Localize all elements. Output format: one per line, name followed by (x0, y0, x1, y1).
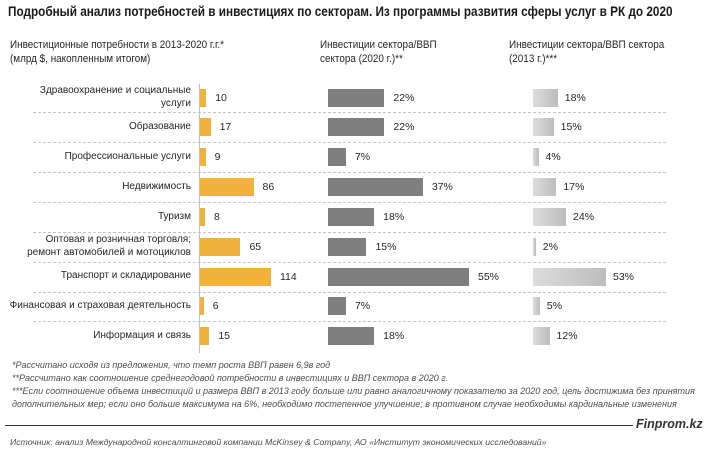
column-header-line: Инвестиции сектора/ВВП сектора (509, 39, 665, 51)
source-note: Источник: анализ Международной консалтин… (10, 437, 547, 447)
category-label: Профессиональные услуги (64, 150, 191, 162)
column-header-line: сектора (2020 г.)** (320, 52, 403, 65)
data-label-series-2: 55% (478, 270, 500, 283)
category-label: Здравоохранение и социальные услуги (39, 85, 191, 109)
bar-series-1 (200, 178, 254, 197)
data-label-series-3: 12% (556, 330, 578, 343)
row-separator (33, 262, 666, 263)
bar-series-1 (200, 88, 207, 107)
bar-series-1 (200, 297, 204, 316)
data-label-series-3: 24% (573, 210, 595, 223)
category-label: Информация и связь (93, 330, 191, 342)
bar-series-3 (533, 267, 606, 286)
bar-series-2 (328, 237, 367, 256)
row-separator (33, 232, 666, 233)
data-label-series-1: 17 (219, 121, 232, 134)
bar-series-3 (533, 327, 550, 346)
row-separator (33, 321, 666, 322)
row-separator (33, 112, 666, 113)
bar-series-1 (200, 237, 241, 256)
footnote: *Рассчитано исходя из предложения, что т… (12, 360, 331, 370)
data-label-series-2: 18% (383, 210, 405, 223)
row-separator (33, 172, 666, 173)
row-separator (33, 292, 666, 293)
data-label-series-1: 9 (214, 151, 221, 164)
data-label-series-1: 15 (218, 330, 231, 343)
bar-series-3 (533, 118, 554, 137)
bar-series-1 (200, 327, 210, 346)
bar-series-3 (533, 297, 540, 316)
column-header-line: (2013 г.)*** (509, 52, 558, 65)
column-header-investment-needs: Инвестиционные потребности в 2013-2020 г… (10, 39, 224, 66)
bar-series-2 (328, 178, 423, 197)
data-label-series-3: 18% (564, 91, 586, 104)
brand-logo: Finprom.kz (636, 417, 703, 431)
category-label: Финансовая и страховая деятельность (9, 300, 191, 312)
footnote: дополнительных мер; если оно больше макс… (12, 399, 677, 409)
bar-series-1 (200, 207, 205, 226)
column-header-investment-gdp-2013: Инвестиции сектора/ВВП сектора (2013 г.)… (509, 39, 664, 66)
bar-series-2 (328, 148, 346, 167)
data-label-series-1: 114 (280, 270, 297, 283)
data-label-series-1: 10 (215, 91, 227, 104)
category-label: Туризм (157, 210, 191, 222)
bar-series-3 (533, 148, 539, 167)
bar-series-1 (200, 148, 206, 167)
column-header-investment-gdp-2020: Инвестиции сектора/ВВП сектора (2020 г.)… (320, 39, 437, 66)
footer-divider (5, 425, 633, 426)
bar-series-2 (328, 267, 469, 286)
data-label-series-3: 15% (560, 121, 582, 134)
bar-series-2 (328, 297, 346, 316)
row-separator (33, 202, 666, 203)
bar-series-2 (328, 118, 385, 137)
data-label-series-3: 4% (545, 151, 561, 164)
bar-series-1 (200, 118, 211, 137)
data-label-series-3: 17% (563, 181, 585, 194)
data-label-series-1: 65 (249, 240, 262, 253)
category-label: Оптовая и розничная торговля; ремонт авт… (27, 234, 191, 258)
data-label-series-2: 7% (354, 151, 371, 164)
footnotes: *Рассчитано исходя из предложения, что т… (12, 359, 695, 411)
bar-series-3 (533, 207, 567, 226)
bar-series-3 (533, 88, 558, 107)
bar-series-2 (328, 327, 375, 346)
data-label-series-2: 15% (375, 240, 397, 253)
data-label-series-2: 18% (383, 330, 405, 343)
data-label-series-3: 2% (542, 240, 558, 253)
category-label: Недвижимость (122, 180, 191, 192)
data-label-series-1: 86 (262, 181, 275, 194)
bar-series-2 (328, 88, 385, 107)
footnote: **Рассчитано как соотношение среднегодов… (12, 373, 449, 383)
category-label: Транспорт и складирование (60, 270, 191, 282)
data-label-series-1: 6 (212, 300, 219, 313)
data-label-series-2: 22% (393, 91, 415, 104)
bar-series-1 (200, 267, 271, 286)
footnote: ***Если соотношение объема инвестиций и … (12, 386, 695, 396)
data-label-series-2: 7% (354, 300, 371, 313)
bar-series-3 (533, 237, 536, 256)
data-label-series-1: 8 (213, 210, 220, 223)
column-header-line: (млрд $, накопленным итогом) (10, 52, 151, 65)
data-label-series-3: 5% (546, 300, 563, 313)
data-label-series-2: 37% (431, 181, 453, 194)
bar-chart: Здравоохранение и социальные услуги 10 22%… (9, 84, 666, 353)
row-separator (33, 142, 666, 143)
bar-series-2 (328, 207, 375, 226)
data-label-series-3: 53% (613, 270, 635, 283)
chart-title: Подробный анализ потребностей в инвестиц… (8, 3, 673, 19)
bar-series-3 (533, 178, 557, 197)
column-header-line: Инвестиции сектора/ВВП (320, 39, 437, 51)
category-label: Образование (129, 121, 191, 133)
category-axis-line (199, 84, 200, 353)
column-header-line: Инвестиционные потребности в 2013-2020 г… (10, 39, 225, 51)
data-label-series-2: 22% (393, 121, 415, 134)
